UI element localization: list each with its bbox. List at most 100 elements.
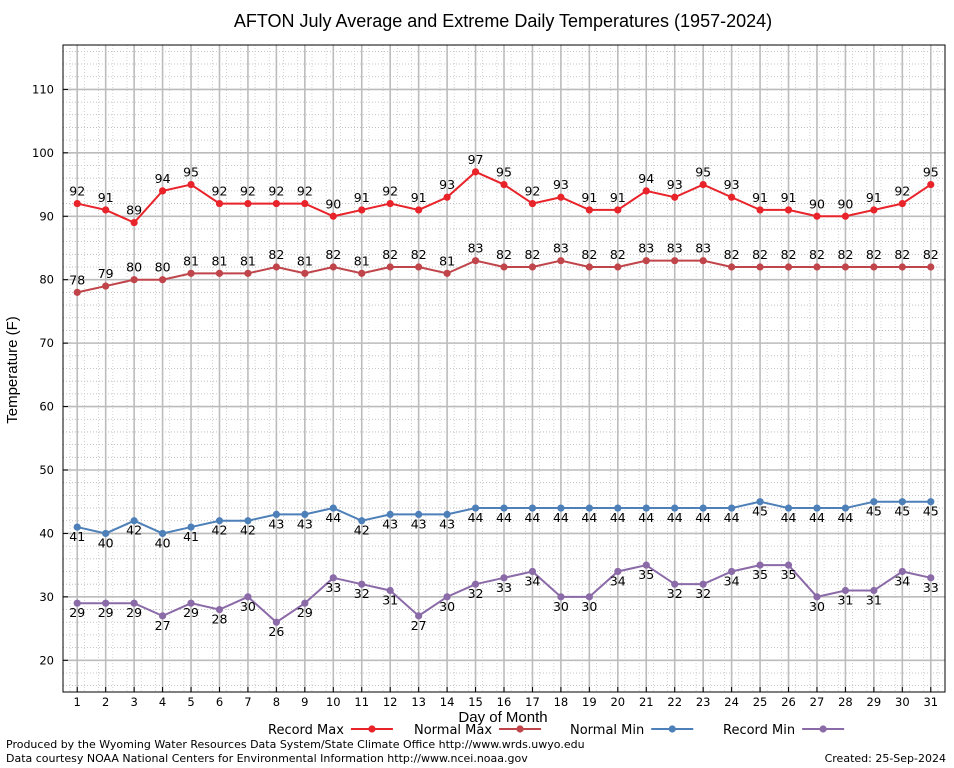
data-point [784, 206, 793, 214]
data-point [215, 517, 224, 525]
data-point [756, 263, 764, 271]
y-tick-label: 50 [39, 463, 54, 477]
data-label: 44 [581, 510, 597, 525]
data-point [102, 599, 110, 607]
data-label: 91 [610, 190, 626, 205]
data-label: 80 [126, 260, 142, 275]
data-point [443, 593, 451, 601]
data-point [329, 504, 337, 512]
data-label: 34 [894, 573, 910, 588]
y-tick-label: 110 [32, 82, 54, 96]
data-label: 35 [752, 567, 768, 582]
data-label: 81 [240, 253, 256, 268]
data-point [784, 504, 793, 512]
data-point [841, 212, 850, 220]
data-label: 44 [695, 510, 711, 525]
data-point [471, 257, 480, 265]
x-tick-label: 20 [610, 695, 625, 709]
data-label: 45 [866, 504, 882, 519]
data-label: 45 [923, 504, 939, 519]
data-point [329, 574, 337, 582]
data-point [130, 276, 138, 284]
data-label: 81 [212, 253, 228, 268]
data-label: 82 [496, 247, 512, 262]
data-point [813, 593, 821, 601]
data-label: 93 [439, 177, 455, 192]
y-tick-label: 20 [39, 653, 54, 667]
data-label: 82 [752, 247, 768, 262]
data-label: 33 [496, 580, 512, 595]
data-point [528, 263, 537, 271]
x-tick-label: 28 [838, 695, 853, 709]
x-tick-label: 2 [102, 695, 109, 709]
data-point [813, 212, 821, 220]
data-label: 81 [439, 253, 455, 268]
data-label: 94 [155, 171, 171, 186]
data-label: 82 [325, 247, 341, 262]
data-point [471, 168, 480, 176]
x-tick-label: 5 [187, 695, 194, 709]
data-point [927, 574, 935, 582]
data-point [813, 504, 821, 512]
x-tick-label: 13 [411, 695, 426, 709]
data-point [927, 498, 935, 506]
data-point [927, 263, 935, 271]
data-point [130, 599, 138, 607]
y-axis-label: Temperature (F) [4, 316, 21, 424]
data-label: 82 [581, 247, 597, 262]
data-label: 78 [69, 272, 85, 287]
data-label: 92 [524, 184, 540, 199]
data-label: 44 [325, 510, 341, 525]
legend-item-record-max: Record Max [268, 723, 393, 738]
data-label: 82 [894, 247, 910, 262]
data-label: 44 [524, 510, 540, 525]
data-point [500, 180, 508, 189]
y-tick-label: 40 [39, 526, 54, 540]
data-label: 44 [638, 510, 654, 525]
x-axis-label: Day of Month [458, 709, 547, 726]
data-label: 40 [98, 535, 114, 550]
legend-label: Normal Min [570, 723, 644, 738]
data-point [301, 510, 309, 518]
data-point [784, 263, 793, 271]
data-label: 83 [553, 241, 569, 256]
x-tick-label: 9 [301, 695, 308, 709]
data-label: 82 [837, 247, 853, 262]
data-point [585, 263, 593, 271]
x-tick-label: 11 [354, 695, 369, 709]
data-label: 82 [524, 247, 540, 262]
data-label: 43 [268, 516, 284, 531]
data-label: 31 [866, 593, 882, 608]
x-tick-label: 21 [639, 695, 654, 709]
x-tick-label: 8 [273, 695, 280, 709]
x-tick-label: 23 [696, 695, 711, 709]
data-label: 95 [923, 165, 939, 180]
data-label: 34 [724, 573, 740, 588]
data-point [585, 504, 593, 512]
data-point [102, 206, 110, 214]
y-tick-label: 70 [39, 336, 54, 350]
data-point [756, 498, 764, 506]
data-label: 82 [724, 247, 740, 262]
data-point [614, 263, 622, 271]
data-label: 32 [695, 586, 711, 601]
data-label: 35 [638, 567, 654, 582]
data-label: 91 [354, 190, 370, 205]
data-point [443, 193, 451, 201]
data-label: 95 [496, 165, 512, 180]
data-label: 30 [439, 599, 455, 614]
data-label: 92 [382, 184, 398, 199]
data-label: 97 [468, 152, 484, 167]
data-point [841, 586, 850, 595]
data-point [130, 219, 138, 227]
data-label: 41 [69, 529, 85, 544]
data-label: 81 [354, 253, 370, 268]
data-point [813, 263, 821, 271]
data-point [158, 612, 167, 620]
data-point [557, 257, 565, 265]
data-point [158, 187, 167, 195]
data-label: 82 [382, 247, 398, 262]
data-point [187, 180, 195, 189]
